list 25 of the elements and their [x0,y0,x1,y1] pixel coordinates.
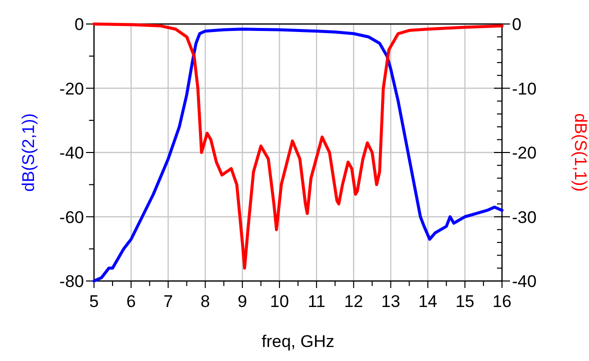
y2-tick-label: 0 [512,15,522,34]
x-tick-label: 6 [126,292,136,311]
x-tick-label: 14 [418,292,438,311]
x-tick-label: 7 [163,292,173,311]
y2-tick-label: -20 [512,144,537,162]
x-axis-title: freq, GHz [262,332,334,351]
x-tick-label: 11 [308,292,326,311]
x-tick-label: 12 [344,292,364,311]
y2-tick-label: -10 [512,79,537,98]
y-tick-label: -60 [59,208,84,227]
y-tick-label: -20 [59,79,84,98]
x-tick-label: 8 [200,292,210,311]
y2-tick-label: -30 [512,208,537,227]
y-tick-label: 0 [74,15,84,34]
x-tick-label: 10 [270,292,289,311]
y2-tick-label: -40 [512,272,537,291]
x-tick-label: 5 [89,292,99,311]
x-tick-label: 13 [381,292,400,311]
y2-axis-title: dB(S(1,1)) [571,113,589,192]
y-tick-label: -40 [59,144,84,162]
x-tick-label: 9 [238,292,248,311]
x-tick-label: 15 [455,292,474,311]
x-tick-label: 16 [492,292,512,311]
y-axis-title: dB(S(2,1)) [19,113,38,192]
y-tick-label: -80 [59,272,84,291]
